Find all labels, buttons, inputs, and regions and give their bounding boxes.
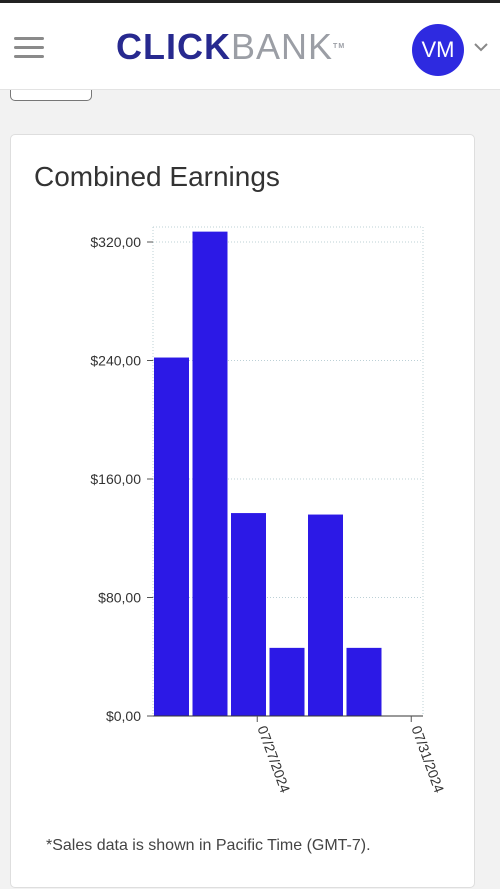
card-title: Combined Earnings: [34, 161, 280, 192]
bar: [231, 513, 266, 716]
logo-bold-text: CLICK: [116, 26, 231, 67]
x-tick-label: 07/31/2024: [408, 724, 447, 796]
user-avatar[interactable]: VM: [412, 24, 464, 76]
app-header: CLICKBANKTM VM: [0, 3, 500, 90]
logo-trademark: TM: [333, 43, 346, 50]
bar: [154, 357, 189, 716]
combined-earnings-card: Combined Earnings $0,00 $80,00 $160,00 $240…: [10, 134, 475, 888]
y-tick-label: $0,00: [106, 708, 141, 724]
chevron-down-icon[interactable]: [472, 38, 490, 56]
bar: [308, 514, 343, 716]
y-tick-label: $240,00: [90, 353, 141, 369]
logo-light-text: BANK: [231, 26, 334, 67]
previous-card-edge: [10, 90, 92, 101]
y-tick-label: $320,00: [90, 234, 141, 250]
status-strip: [0, 0, 500, 3]
clickbank-logo[interactable]: CLICKBANKTM: [116, 27, 345, 67]
bar: [192, 231, 228, 716]
menu-icon[interactable]: [14, 37, 44, 59]
earnings-bar-chart: $0,00 $80,00 $160,00 $240,00 $320,00 07/27/20…: [90, 226, 448, 796]
y-tick-label: $80,00: [98, 590, 141, 606]
y-tick-label: $160,00: [90, 471, 141, 487]
x-tick-label: 07/27/2024: [254, 724, 293, 796]
bar: [269, 647, 305, 716]
bar: [346, 647, 382, 716]
timezone-footnote: *Sales data is shown in Pacific Time (GM…: [46, 837, 371, 854]
